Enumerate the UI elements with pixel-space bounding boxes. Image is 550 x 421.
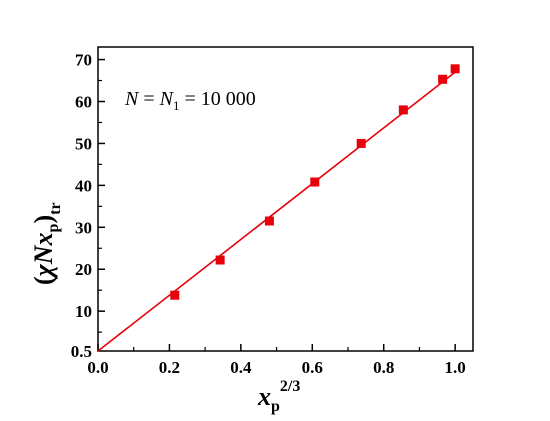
data-point xyxy=(450,64,460,74)
y-title-open-paren: ( xyxy=(29,276,58,285)
data-point xyxy=(215,255,225,265)
y-axis-title: (χNxp)tr xyxy=(29,202,64,285)
y-tick-label: 60 xyxy=(75,93,92,112)
y-tick-label: 20 xyxy=(75,260,92,279)
y-tick-label: 10 xyxy=(75,302,92,321)
x-title-main: x xyxy=(257,382,271,411)
y-title-subscript-tr: tr xyxy=(47,202,64,214)
x-tick-label: 0.6 xyxy=(302,358,323,377)
annotation-N: N xyxy=(124,88,140,110)
y-tick-label: 40 xyxy=(75,176,92,195)
data-point xyxy=(398,105,408,115)
y-tick-label: 70 xyxy=(75,51,92,70)
data-point xyxy=(310,177,320,187)
x-title-superscript: 2/3 xyxy=(280,378,300,395)
x-axis-title: xp2/3 xyxy=(257,378,300,415)
y-axis-ticks: 0.5 10 20 30 40 50 60 70 xyxy=(71,51,105,361)
y-title-N: N xyxy=(29,244,58,265)
fit-line xyxy=(97,71,456,352)
data-point xyxy=(170,290,180,300)
y-title-chi: χ xyxy=(29,263,58,279)
x-axis-ticks: 0.0 0.2 0.4 0.6 0.8 1.0 xyxy=(87,344,466,377)
y-tick-label: 30 xyxy=(75,218,92,237)
data-series xyxy=(97,64,460,352)
annotation-subscript-1: 1 xyxy=(173,98,180,113)
x-tick-label: 0.0 xyxy=(87,358,108,377)
y-tick-label: 0.5 xyxy=(71,342,92,361)
x-title-subscript: p xyxy=(271,398,280,415)
x-tick-label: 0.2 xyxy=(159,358,180,377)
x-tick-label: 1.0 xyxy=(445,358,466,377)
annotation-label: N = N1 = 10 000 xyxy=(124,88,256,113)
y-tick-label: 50 xyxy=(75,134,92,153)
x-tick-label: 0.8 xyxy=(373,358,394,377)
data-point xyxy=(264,216,274,226)
y-title-x: x xyxy=(29,232,58,246)
annotation-equals-1: = xyxy=(138,88,159,110)
annotation-value: = 10 000 xyxy=(179,88,255,110)
plot-frame xyxy=(97,46,474,352)
annotation-N1: N xyxy=(159,88,175,110)
data-point xyxy=(438,74,448,84)
y-title-subscript-p: p xyxy=(45,223,62,232)
data-point xyxy=(356,138,366,148)
y-title-close-paren: ) xyxy=(29,215,58,224)
x-tick-label: 0.4 xyxy=(230,358,252,377)
